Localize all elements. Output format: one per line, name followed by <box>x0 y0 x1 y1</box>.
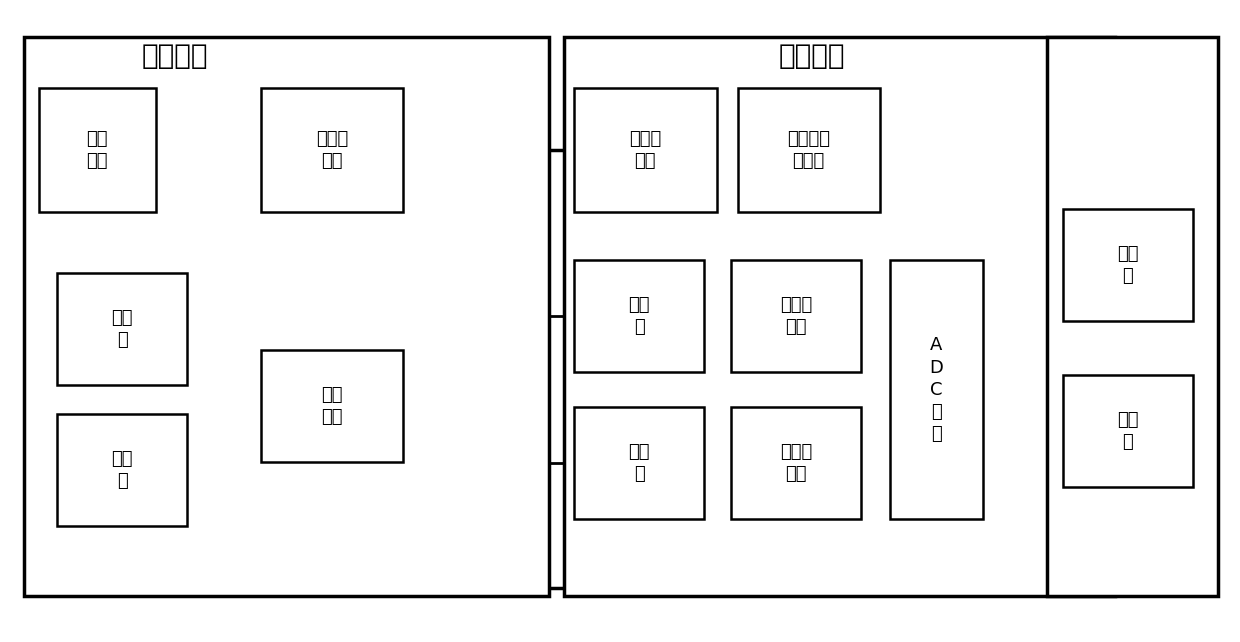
Text: 定值
电阻: 定值 电阻 <box>321 386 343 426</box>
Bar <box>1063 376 1193 487</box>
Text: 电源输
出端: 电源输 出端 <box>316 130 348 170</box>
Text: 存储
器: 存储 器 <box>1117 245 1138 285</box>
Bar <box>890 260 982 519</box>
Bar <box>262 350 403 462</box>
Bar <box>738 88 880 213</box>
Text: 处理
器: 处理 器 <box>1117 411 1138 451</box>
Text: 处理
器: 处理 器 <box>629 443 650 483</box>
Text: 电源
接口: 电源 接口 <box>87 130 108 170</box>
Bar <box>732 407 862 519</box>
Bar <box>24 37 549 596</box>
Bar <box>732 260 862 372</box>
Text: 恒流源或
恒压源: 恒流源或 恒压源 <box>787 130 830 170</box>
Text: 测试单元: 测试单元 <box>141 42 208 70</box>
Text: A
D
C
采
样: A D C 采 样 <box>929 336 944 443</box>
Text: 电源输
入端: 电源输 入端 <box>629 130 661 170</box>
Text: 测温单元: 测温单元 <box>779 42 844 70</box>
Bar <box>57 413 187 526</box>
Bar <box>564 37 1115 596</box>
Text: 差分放
大器: 差分放 大器 <box>780 296 812 336</box>
Text: 存储
器: 存储 器 <box>112 309 133 349</box>
Bar <box>262 88 403 213</box>
Bar <box>38 88 156 213</box>
Bar <box>574 407 704 519</box>
Bar <box>57 273 187 385</box>
Bar <box>574 88 717 213</box>
Text: 存储
器: 存储 器 <box>629 296 650 336</box>
Text: 差分放
大器: 差分放 大器 <box>780 443 812 483</box>
Text: 处理
器: 处理 器 <box>112 449 133 490</box>
Bar <box>1047 37 1218 596</box>
Bar <box>574 260 704 372</box>
Bar <box>1063 209 1193 321</box>
